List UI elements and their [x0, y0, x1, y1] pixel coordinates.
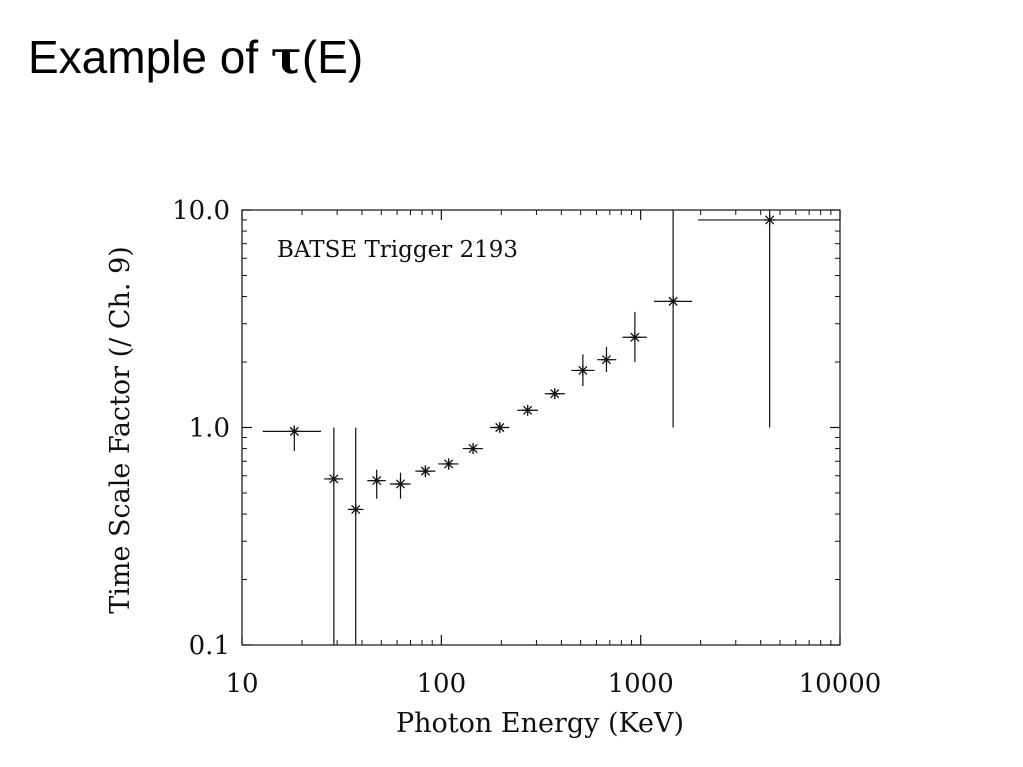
data-point — [490, 422, 510, 433]
asterisk-marker — [395, 478, 407, 490]
asterisk-marker — [328, 473, 340, 485]
marker-stroke — [578, 365, 588, 376]
data-point — [262, 425, 321, 451]
x-tick-label: 10000 — [799, 669, 882, 699]
x-tick-label: 1000 — [608, 669, 674, 699]
x-axis: 10 100 1000 10000 — [225, 210, 881, 699]
asterisk-marker — [764, 214, 776, 226]
y-tick-label: 1.0 — [189, 414, 230, 444]
marker-stroke — [630, 332, 640, 342]
marker-stroke — [550, 389, 560, 399]
data-point — [517, 404, 539, 416]
x-tick-label: 100 — [417, 669, 467, 699]
asterisk-marker — [494, 422, 506, 433]
x-tick-label: 10 — [225, 669, 258, 699]
y-axis: 0.1 1.0 10.0 — [172, 196, 840, 661]
data-point — [462, 443, 483, 455]
data-point — [597, 346, 617, 372]
slide-title-prefix: Example of — [28, 31, 271, 83]
asterisk-marker — [371, 475, 383, 487]
asterisk-marker — [577, 364, 589, 376]
marker-stroke — [329, 474, 339, 484]
asterisk-marker — [549, 388, 561, 400]
marker-stroke — [351, 504, 361, 515]
slide-title-suffix: (E) — [301, 31, 364, 83]
plot-frame — [241, 209, 841, 646]
asterisk-marker — [522, 404, 534, 416]
asterisk-marker — [419, 465, 431, 477]
chart-annotation: BATSE Trigger 2193 — [277, 237, 518, 263]
data-points — [262, 210, 840, 645]
data-point — [389, 472, 411, 499]
slide-title: Example of τ(E) — [28, 30, 363, 84]
marker-stroke — [395, 479, 406, 489]
marker-stroke — [444, 459, 454, 469]
asterisk-marker — [467, 443, 479, 455]
marker-stroke — [601, 355, 612, 365]
data-point — [347, 427, 364, 645]
asterisk-marker — [667, 295, 679, 307]
data-point — [324, 427, 344, 645]
data-point — [571, 354, 595, 387]
y-tick-label: 10.0 — [172, 196, 230, 226]
data-point — [697, 210, 840, 428]
marker-stroke — [523, 405, 533, 415]
y-tick-label: 0.1 — [189, 631, 230, 661]
data-point — [544, 388, 565, 400]
x-axis-label: Photon Energy (KeV) — [396, 708, 684, 739]
data-point — [415, 465, 436, 478]
asterisk-marker — [443, 458, 455, 470]
asterisk-marker — [629, 331, 641, 343]
marker-stroke — [495, 422, 505, 433]
data-point — [438, 458, 459, 470]
asterisk-marker — [350, 503, 362, 515]
tau-symbol: τ — [270, 30, 302, 84]
marker-stroke — [765, 215, 775, 225]
marker-stroke — [289, 426, 299, 436]
marker-stroke — [420, 466, 430, 476]
marker-stroke — [468, 443, 478, 454]
marker-stroke — [372, 476, 382, 486]
asterisk-marker — [288, 425, 300, 437]
data-point — [622, 311, 648, 363]
data-point — [367, 469, 386, 499]
y-axis-label: Time Scale Factor (/ Ch. 9) — [105, 246, 136, 614]
asterisk-marker — [600, 354, 612, 366]
data-point — [653, 210, 693, 428]
marker-stroke — [668, 296, 678, 306]
